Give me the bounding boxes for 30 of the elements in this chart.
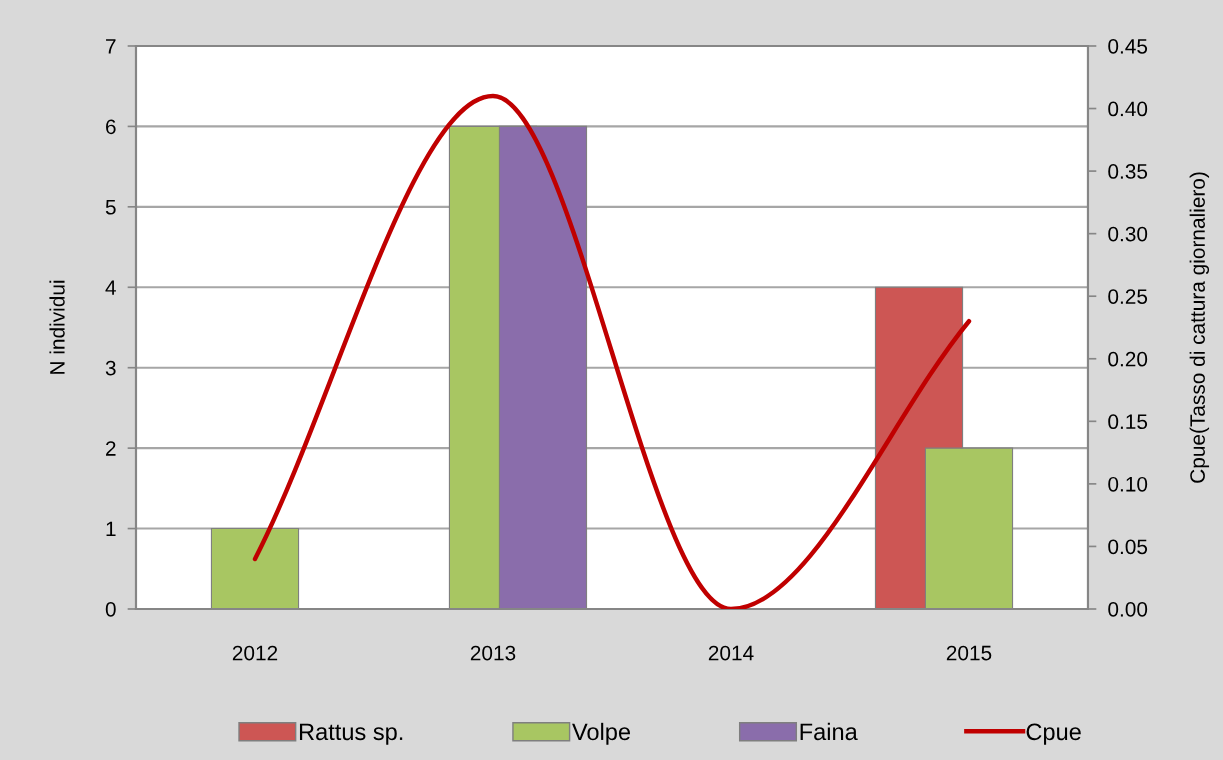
legend-label: Volpe bbox=[572, 722, 631, 745]
line-series bbox=[252, 93, 972, 609]
y2-tick-label: 0.10 bbox=[1108, 476, 1148, 492]
y-tick-label: 3 bbox=[105, 360, 116, 376]
bar bbox=[210, 528, 300, 609]
y-tick-label: 5 bbox=[105, 200, 116, 215]
y-axis-title: N individui bbox=[49, 280, 65, 374]
y-tick-label: 2 bbox=[106, 441, 116, 456]
x-tick-label: 2014 bbox=[708, 645, 754, 661]
y-tick-label: 6 bbox=[106, 119, 116, 135]
x-tick-label: 2013 bbox=[470, 645, 516, 661]
y2-tick-label: 0.25 bbox=[1108, 289, 1148, 304]
y2-tick-label: 0.40 bbox=[1108, 101, 1148, 117]
legend-label: Faina bbox=[800, 722, 858, 741]
y2-tick-label: 0.15 bbox=[1108, 414, 1148, 430]
legend-label: Rattus sp. bbox=[299, 723, 403, 745]
y-tick-label: 4 bbox=[105, 280, 116, 295]
y2-tick-label: 0.00 bbox=[1108, 601, 1148, 617]
y2-axis-title: Cpue(Tasso di cattura giornaliero) bbox=[1189, 172, 1210, 483]
y-tick-label: 0 bbox=[105, 601, 116, 617]
x-tick-label: 2012 bbox=[232, 645, 278, 661]
y2-tick-label: 0.30 bbox=[1108, 226, 1148, 242]
y2-tick-label: 0.05 bbox=[1108, 539, 1148, 555]
x-tick-label: 2015 bbox=[946, 645, 992, 661]
y2-tick-label: 0.20 bbox=[1108, 351, 1148, 367]
legend-label: Cpue bbox=[1026, 723, 1081, 745]
y2-tick-label: 0.35 bbox=[1108, 164, 1148, 179]
y-tick-label: 1 bbox=[106, 521, 116, 537]
y2-tick-label: 0.45 bbox=[1108, 38, 1148, 54]
y-tick-label: 7 bbox=[106, 39, 116, 54]
